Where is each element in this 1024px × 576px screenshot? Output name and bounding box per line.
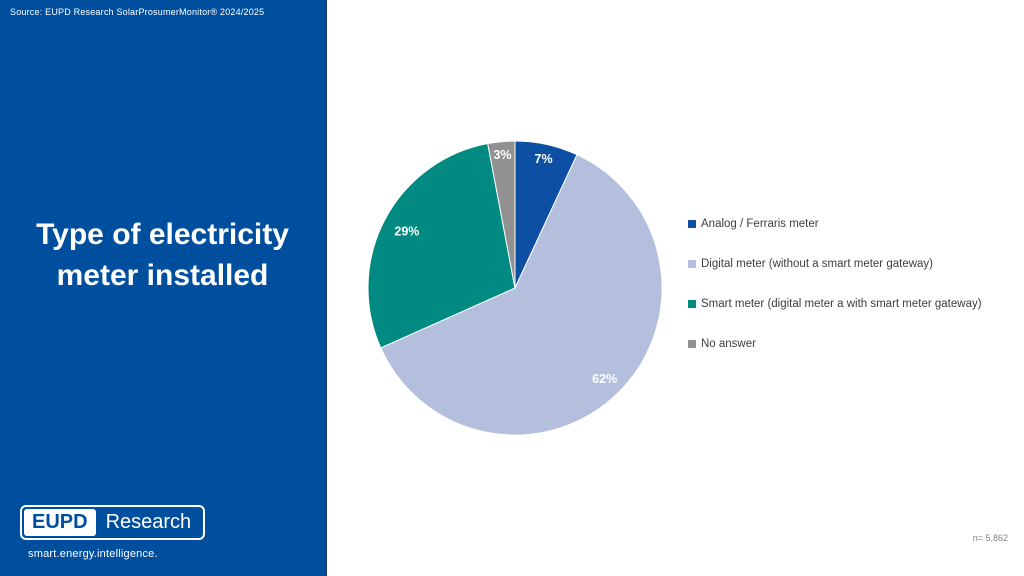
legend-marker-smart <box>688 300 696 308</box>
legend-marker-no-answer <box>688 340 696 348</box>
logo-research-text: Research <box>105 511 192 533</box>
legend-marker-digital <box>688 260 696 268</box>
legend-label: Digital meter (without a smart meter gat… <box>701 258 933 270</box>
sample-size-note: n= 5,862 <box>972 533 1008 543</box>
legend-marker-analog <box>688 220 696 228</box>
pie-slice-label: 29% <box>394 224 419 238</box>
pie-slice-2 <box>367 142 516 349</box>
legend-item-digital: Digital meter (without a smart meter gat… <box>688 244 1018 284</box>
source-text: Source: EUPD Research SolarProsumerMonit… <box>10 7 265 17</box>
chart-legend: Analog / Ferraris meter Digital meter (w… <box>688 204 1018 364</box>
pie-slice-3 <box>487 140 516 289</box>
eupd-research-logo: EUPD Research <box>20 505 206 540</box>
sidebar-panel: Source: EUPD Research SolarProsumerMonit… <box>0 0 327 576</box>
legend-label: No answer <box>701 338 756 350</box>
pie-chart: 7% 62% 29% 3% <box>367 140 663 436</box>
page-title: Type of electricity meter installed <box>36 218 289 292</box>
logo-tagline: smart.energy.intelligence. <box>28 548 158 560</box>
legend-label: Analog / Ferraris meter <box>701 218 819 230</box>
pie-slice-label: 62% <box>592 372 617 386</box>
legend-item-smart: Smart meter (digital meter a with smart … <box>688 284 1018 324</box>
pie-slice-1 <box>380 154 663 436</box>
pie-slice-label: 7% <box>535 152 553 166</box>
legend-item-analog: Analog / Ferraris meter <box>688 204 1018 244</box>
legend-item-no-answer: No answer <box>688 324 1018 364</box>
logo-eupd-text: EUPD <box>24 509 96 536</box>
legend-label: Smart meter (digital meter a with smart … <box>701 298 982 310</box>
pie-slice-label: 3% <box>493 148 511 162</box>
